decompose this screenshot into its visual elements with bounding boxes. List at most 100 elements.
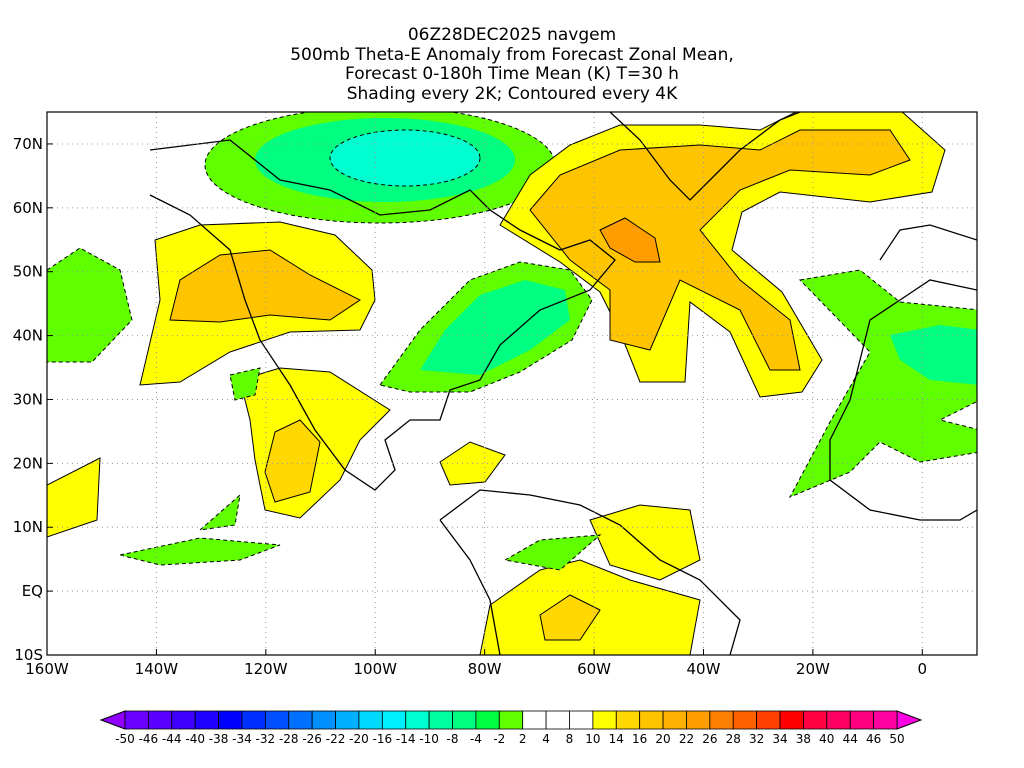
negative-anomaly-tropical-atlantic	[503, 534, 602, 571]
colorbar-swatch	[803, 710, 828, 730]
negative-anomaly-africa	[788, 269, 977, 498]
colorbar-label: 2	[519, 732, 527, 746]
lon-tick-label: 80W	[468, 660, 502, 678]
negative-anomaly-tropical-pacific-2	[198, 493, 241, 531]
colorbar-swatch	[732, 710, 758, 730]
colorbar-swatch	[452, 710, 477, 730]
colorbar-label: -44	[162, 732, 182, 746]
colorbar-swatch	[171, 710, 196, 730]
lon-tick-label: 60W	[577, 660, 611, 678]
colorbar-label: -28	[279, 732, 299, 746]
positive-anomaly-mexico-core	[264, 419, 321, 503]
lon-tick-label: 20W	[796, 660, 830, 678]
colorbar-swatch	[522, 710, 547, 730]
lat-tick-label: 40N	[13, 327, 43, 345]
colorbar-swatch	[662, 710, 687, 730]
colorbar-label: 46	[866, 732, 881, 746]
colorbar-swatch	[779, 710, 804, 730]
coastline-north-america	[149, 139, 616, 491]
colorbar-label: 28	[726, 732, 741, 746]
colorbar-label: -46	[139, 732, 159, 746]
coastline-africa-europe	[829, 224, 977, 521]
lat-tick-label: 10N	[13, 518, 43, 536]
colorbar-swatch	[218, 710, 243, 730]
lat-tick-label: 50N	[13, 263, 43, 281]
negative-anomaly-tropical-pacific-3	[229, 367, 261, 401]
colorbar-swatch	[335, 710, 360, 730]
colorbar-swatch	[615, 710, 641, 730]
colorbar-label: -10	[419, 732, 439, 746]
lon-tick-label: 40W	[687, 660, 721, 678]
colorbar-label: 22	[679, 732, 694, 746]
title-line-1: 06Z28DEC2025 navgem	[407, 25, 617, 45]
colorbar-swatch	[358, 710, 383, 730]
colorbar-label: 38	[796, 732, 811, 746]
colorbar-high-arrow	[896, 710, 923, 730]
title-line-4: Shading every 2K; Contoured every 4K	[346, 83, 678, 104]
positive-anomaly-north-atlantic-core	[529, 129, 911, 371]
colorbar-swatch	[686, 710, 711, 730]
colorbar-label: -4	[470, 732, 482, 746]
lat-tick-label: EQ	[22, 582, 43, 600]
lon-tick-label: 100W	[354, 660, 398, 678]
colorbar-swatch	[545, 710, 570, 730]
lon-tick-label: 120W	[244, 660, 288, 678]
colorbar-label: 40	[819, 732, 834, 746]
colorbar-swatch	[428, 710, 453, 730]
lon-tick-label: 160W	[25, 660, 69, 678]
lat-tick-label: 70N	[13, 135, 43, 153]
colorbar-label: -50	[115, 732, 135, 746]
colorbar-label: 34	[772, 732, 787, 746]
colorbar-label: 8	[566, 732, 574, 746]
colorbar-label: 50	[889, 732, 904, 746]
colorbar-swatch	[639, 710, 664, 730]
positive-anomaly-pacific-south	[47, 457, 101, 538]
colorbar-low-arrow	[99, 710, 126, 730]
colorbar-label: 26	[702, 732, 717, 746]
positive-anomaly-labrador-max	[599, 217, 661, 263]
colorbar-label: -20	[349, 732, 369, 746]
lon-tick-label: 140W	[135, 660, 179, 678]
colorbar-swatch	[475, 710, 500, 730]
colorbar-swatch	[849, 710, 875, 730]
colorbar-label: -8	[447, 732, 459, 746]
colorbar-swatch	[381, 710, 407, 730]
coastline-greenland	[609, 112, 801, 201]
colorbar-swatch	[311, 710, 336, 730]
negative-anomaly-tropical-pacific	[119, 537, 281, 566]
colorbar-swatch	[288, 710, 313, 730]
positive-anomaly-central-atlantic	[589, 504, 701, 581]
lat-tick-label: 60N	[13, 199, 43, 217]
colorbar-swatch	[194, 710, 219, 730]
lat-tick-label: 10S	[14, 646, 43, 664]
negative-anomaly-pacific	[47, 247, 133, 363]
lat-tick-label: 30N	[13, 390, 43, 408]
title-line-3: Forecast 0-180h Time Mean (K) T=30 h	[345, 64, 679, 84]
colorbar-label: 32	[749, 732, 764, 746]
colorbar-label: -38	[209, 732, 229, 746]
colorbar-label: 20	[655, 732, 670, 746]
lon-tick-label: 0	[918, 660, 928, 678]
colorbar-label: 4	[542, 732, 550, 746]
colorbar-swatch	[498, 710, 524, 730]
colorbar-swatch	[569, 710, 594, 730]
title-line-2: 500mb Theta-E Anomaly from Forecast Zona…	[290, 44, 734, 65]
colorbar-swatch	[147, 710, 173, 730]
colorbar-label: -26	[302, 732, 322, 746]
colorbar-label: -34	[232, 732, 252, 746]
colorbar-label: -16	[373, 732, 393, 746]
negative-anomaly-eastern-us-core	[420, 280, 570, 375]
anomaly-shading	[47, 112, 977, 655]
colorbar: -50 -46 -44 -40 -38 -34 -32 -28 -26 -22 -20 -16 -14-…	[99, 710, 923, 746]
negative-anomaly-africa-core	[890, 325, 977, 385]
coastline-south-america	[439, 489, 741, 655]
colorbar-swatch	[592, 710, 617, 730]
lat-tick-label: 20N	[13, 454, 43, 472]
colorbar-swatch	[873, 710, 898, 730]
colorbar-label: 44	[843, 732, 858, 746]
map-frame	[46, 111, 978, 656]
colorbar-swatch	[709, 710, 734, 730]
colorbar-swatch	[756, 710, 781, 730]
colorbar-swatch	[826, 710, 851, 730]
colorbar-label: 16	[632, 732, 647, 746]
